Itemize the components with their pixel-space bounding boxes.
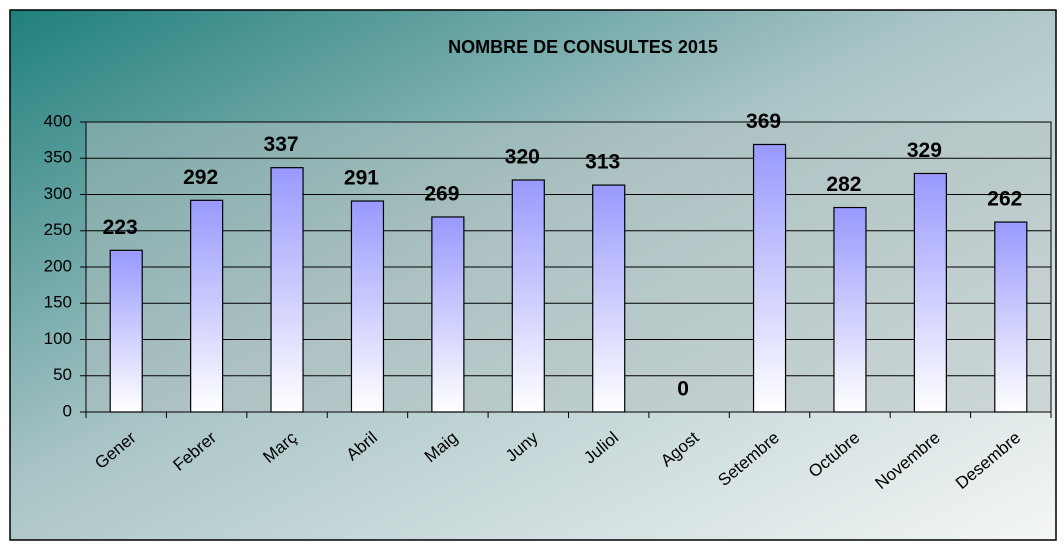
data-label: 282: [826, 173, 861, 196]
bar: [913, 172, 947, 413]
data-label: 223: [103, 216, 138, 239]
data-label: 291: [344, 167, 379, 190]
y-tick-label: 350: [44, 148, 72, 167]
bar: [431, 216, 465, 413]
bar: [270, 167, 304, 413]
data-label: 269: [424, 183, 459, 206]
y-tick-label: 300: [44, 184, 72, 203]
bar: [994, 221, 1028, 413]
bar: [752, 143, 787, 413]
bar: [511, 179, 545, 413]
data-label: 337: [264, 133, 299, 156]
data-label: 369: [746, 110, 781, 133]
y-tick-label: 200: [44, 256, 72, 275]
bar: [190, 199, 224, 413]
data-label: 320: [505, 146, 540, 169]
data-label: 329: [907, 139, 942, 162]
data-label: 262: [987, 188, 1022, 211]
y-tick-label: 100: [44, 329, 72, 348]
bar: [109, 249, 143, 413]
chart-title: NOMBRE DE CONSULTES 2015: [448, 37, 718, 57]
y-tick-label: 250: [44, 220, 72, 239]
bar: [350, 200, 385, 413]
data-label: 292: [183, 166, 218, 189]
bar: [592, 184, 626, 413]
y-tick-label: 50: [53, 365, 72, 384]
y-tick-label: 400: [44, 111, 72, 130]
y-tick-label: 0: [63, 401, 72, 420]
y-tick-label: 150: [44, 293, 72, 312]
data-label: 313: [585, 151, 620, 174]
data-label: 0: [677, 378, 689, 401]
bar: [833, 206, 867, 413]
